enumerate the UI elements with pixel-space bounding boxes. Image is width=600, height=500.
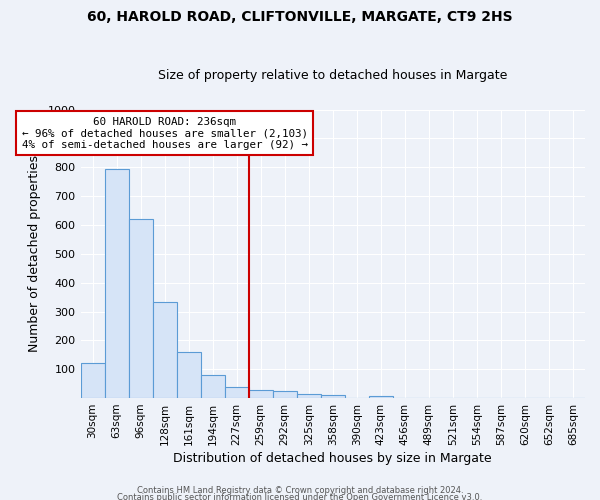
Text: Contains public sector information licensed under the Open Government Licence v3: Contains public sector information licen… [118,494,482,500]
Bar [80,363,104,398]
Bar [321,395,345,398]
Bar [104,168,128,398]
X-axis label: Distribution of detached houses by size in Margate: Distribution of detached houses by size … [173,452,492,465]
Bar [224,386,248,398]
Bar [128,219,152,398]
Bar [200,375,224,398]
Text: 60, HAROLD ROAD, CLIFTONVILLE, MARGATE, CT9 2HS: 60, HAROLD ROAD, CLIFTONVILLE, MARGATE, … [87,10,513,24]
Y-axis label: Number of detached properties: Number of detached properties [28,156,41,352]
Bar [248,390,272,398]
Text: Contains HM Land Registry data © Crown copyright and database right 2024.: Contains HM Land Registry data © Crown c… [137,486,463,495]
Text: 60 HAROLD ROAD: 236sqm
← 96% of detached houses are smaller (2,103)
4% of semi-d: 60 HAROLD ROAD: 236sqm ← 96% of detached… [22,117,308,150]
Title: Size of property relative to detached houses in Margate: Size of property relative to detached ho… [158,69,508,82]
Bar [369,396,393,398]
Bar [297,394,321,398]
Bar [152,302,176,398]
Bar [176,352,200,398]
Bar [272,390,297,398]
